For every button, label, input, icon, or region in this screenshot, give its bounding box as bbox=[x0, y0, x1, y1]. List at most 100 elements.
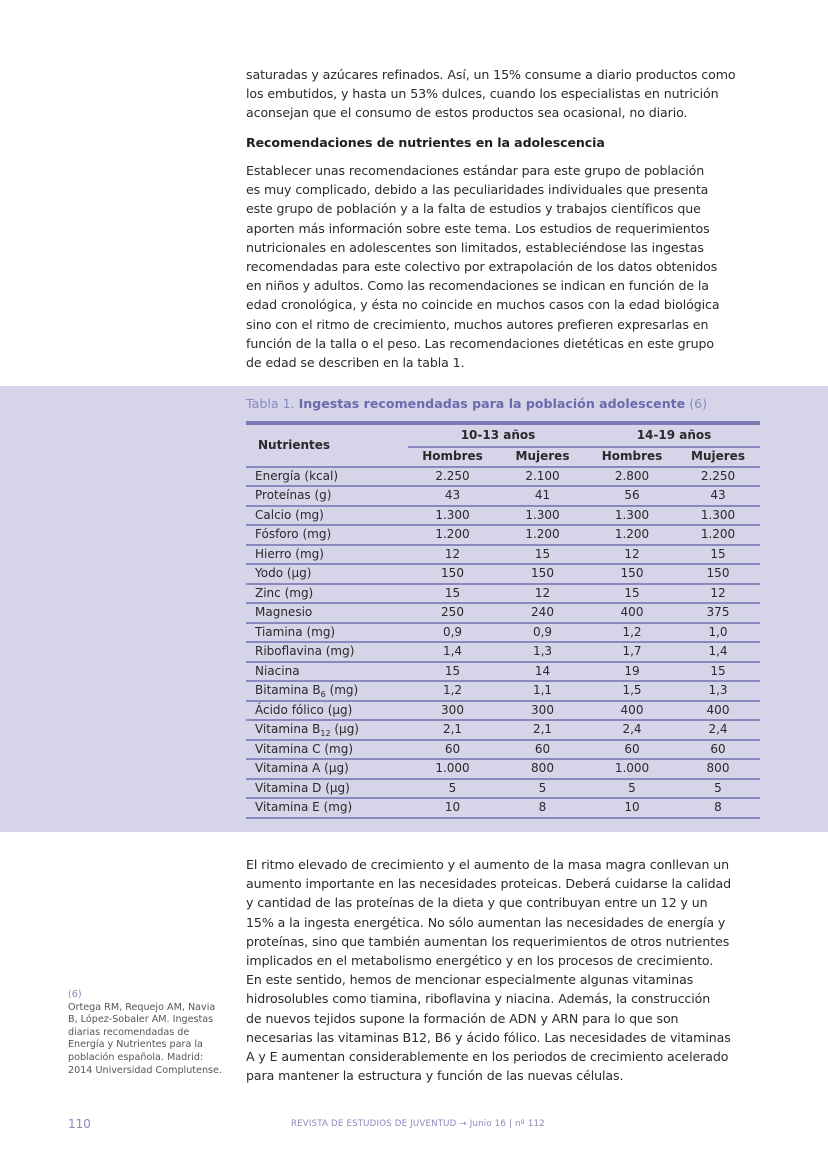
value-cell: 1,1 bbox=[497, 681, 588, 702]
value-cell: 1,2 bbox=[588, 622, 676, 643]
value-cell: 300 bbox=[408, 700, 497, 721]
value-cell: 60 bbox=[497, 739, 588, 760]
value-cell: 8 bbox=[497, 798, 588, 819]
value-cell: 1.200 bbox=[497, 525, 588, 546]
subheader: Mujeres bbox=[676, 447, 760, 468]
value-cell: 400 bbox=[676, 700, 760, 721]
value-cell: 2,1 bbox=[497, 720, 588, 741]
value-cell: 15 bbox=[676, 544, 760, 565]
value-cell: 5 bbox=[676, 778, 760, 799]
text-line: y cantidad de las proteínas de la dieta … bbox=[246, 895, 708, 911]
nutrient-name: Niacina bbox=[246, 661, 408, 682]
value-cell: 400 bbox=[588, 700, 676, 721]
paragraph-growth: El ritmo elevado de crecimiento y el aum… bbox=[246, 855, 766, 1085]
value-cell: 60 bbox=[408, 739, 497, 760]
text-line: A y E aumentan considerablemente en los … bbox=[246, 1049, 729, 1065]
value-cell: 15 bbox=[408, 661, 497, 682]
text-line: de edad se describen en la tabla 1. bbox=[246, 355, 465, 371]
text-line: en niños y adultos. Como las recomendaci… bbox=[246, 278, 709, 294]
header-group-10-13: 10-13 años bbox=[408, 423, 588, 448]
value-cell: 1,4 bbox=[408, 642, 497, 663]
value-cell: 150 bbox=[497, 564, 588, 585]
value-cell: 1,4 bbox=[676, 642, 760, 663]
nutrient-label: Zinc (mg) bbox=[255, 585, 314, 600]
nutrient-name: Vitamina D (µg) bbox=[246, 778, 408, 799]
value-cell: 15 bbox=[408, 583, 497, 604]
value-cell: 56 bbox=[588, 486, 676, 507]
caption-title: Ingestas recomendadas para la población … bbox=[298, 396, 686, 411]
text-line: aporten más información sobre este tema.… bbox=[246, 220, 710, 236]
value-cell: 43 bbox=[676, 486, 760, 507]
text-line: es muy complicado, debido a las peculiar… bbox=[246, 182, 709, 198]
subscript: 6 bbox=[320, 690, 326, 699]
table-row: Bitamina B6 (mg) 1,2 1,1 1,5 1,3 bbox=[246, 681, 760, 702]
value-cell: 5 bbox=[408, 778, 497, 799]
value-cell: 250 bbox=[408, 603, 497, 624]
nutrient-label: Hierro (mg) bbox=[255, 546, 324, 561]
table-row: Vitamina B12 (µg) 2,1 2,1 2,4 2,4 bbox=[246, 720, 760, 741]
text-line: sino con el ritmo de crecimiento, muchos… bbox=[246, 316, 709, 332]
text-line: proteínas, sino que también aumentan los… bbox=[246, 933, 730, 949]
nutrient-label: Yodo (µg) bbox=[255, 566, 312, 580]
value-cell: 2.250 bbox=[676, 466, 760, 487]
value-cell: 14 bbox=[497, 661, 588, 682]
text-line: este grupo de población y a la falta de … bbox=[246, 201, 701, 217]
nutrient-label: Fósforo (mg) bbox=[255, 527, 332, 541]
value-cell: 1,2 bbox=[408, 681, 497, 702]
nutrient-name: Vitamina A (µg) bbox=[246, 759, 408, 780]
nutrient-name: Proteínas (g) bbox=[246, 486, 408, 507]
table-row: Vitamina E (mg) 10 8 10 8 bbox=[246, 798, 760, 819]
text-line: los embutidos, y hasta un 53% dulces, cu… bbox=[246, 86, 719, 102]
nutrient-name: Hierro (mg) bbox=[246, 544, 408, 565]
nutrient-label: Ácido fólico (µg) bbox=[255, 702, 353, 717]
table-row: Energía (kcal) 2.250 2.100 2.800 2.250 bbox=[246, 466, 760, 487]
value-cell: 1.300 bbox=[588, 505, 676, 526]
table-row: Hierro (mg) 12 15 12 15 bbox=[246, 544, 760, 565]
text-line: En este sentido, hemos de mencionar espe… bbox=[246, 972, 694, 988]
running-footer: REVISTA DE ESTUDIOS DE JUVENTUD → Junio … bbox=[291, 1119, 545, 1129]
nutrient-label: Vitamina D (µg) bbox=[255, 780, 350, 795]
value-cell: 15 bbox=[676, 661, 760, 682]
nutrient-label: Niacina bbox=[255, 663, 300, 678]
text-line: aconsejan que el consumo de estos produc… bbox=[246, 105, 688, 121]
table-caption: Tabla 1. Ingestas recomendadas para la p… bbox=[246, 396, 707, 411]
value-cell: 5 bbox=[497, 778, 588, 799]
table-row: Proteínas (g) 43 41 56 43 bbox=[246, 486, 760, 507]
nutrient-name: Vitamina C (mg) bbox=[246, 739, 408, 760]
header-nutrientes: Nutrientes bbox=[246, 423, 408, 468]
value-cell: 150 bbox=[588, 564, 676, 585]
text-line: nutricionales en adolescentes son limita… bbox=[246, 239, 704, 255]
nutrient-table: Nutrientes 10-13 años 14-19 años Hombres… bbox=[246, 421, 760, 819]
table-row: Vitamina D (µg) 5 5 5 5 bbox=[246, 778, 760, 799]
text-line: saturadas y azúcares refinados. Así, un … bbox=[246, 67, 736, 82]
caption-ref: (6) bbox=[689, 396, 708, 411]
unit: (mg) bbox=[325, 683, 359, 697]
value-cell: 1.000 bbox=[588, 759, 676, 780]
nutrient-name: Zinc (mg) bbox=[246, 583, 408, 604]
value-cell: 12 bbox=[408, 544, 497, 565]
value-cell: 800 bbox=[497, 759, 588, 780]
text-line: 2014 Universidad Complutense. bbox=[68, 1064, 222, 1076]
text-line: edad cronológica, y ésta no coincide en … bbox=[246, 297, 720, 313]
nutrient-name: Yodo (µg) bbox=[246, 564, 408, 585]
text-line: función de la talla o el peso. Las recom… bbox=[246, 335, 714, 351]
value-cell: 5 bbox=[588, 778, 676, 799]
value-cell: 1,7 bbox=[588, 642, 676, 663]
text-line: Ortega RM, Requejo AM, Navia bbox=[68, 1001, 216, 1013]
value-cell: 800 bbox=[676, 759, 760, 780]
text-line: para mantener la estructura y función de… bbox=[246, 1068, 624, 1084]
value-cell: 8 bbox=[676, 798, 760, 819]
table-row: Vitamina A (µg) 1.000 800 1.000 800 bbox=[246, 759, 760, 780]
table-row: Vitamina C (mg) 60 60 60 60 bbox=[246, 739, 760, 760]
value-cell: 240 bbox=[497, 603, 588, 624]
table-row: Tiamina (mg) 0,9 0,9 1,2 1,0 bbox=[246, 622, 760, 643]
sidenote: (6) Ortega RM, Requejo AM, Navia B, López… bbox=[68, 989, 238, 1077]
value-cell: 19 bbox=[588, 661, 676, 682]
text-line: hidrosolubles como tiamina, riboflavina … bbox=[246, 991, 711, 1007]
value-cell: 60 bbox=[588, 739, 676, 760]
nutrient-name: Energía (kcal) bbox=[246, 466, 408, 487]
value-cell: 150 bbox=[408, 564, 497, 585]
value-cell: 12 bbox=[676, 583, 760, 604]
nutrient-label: Proteínas (g) bbox=[255, 488, 332, 502]
nutrient-label: Vitamina C (mg) bbox=[255, 741, 353, 756]
